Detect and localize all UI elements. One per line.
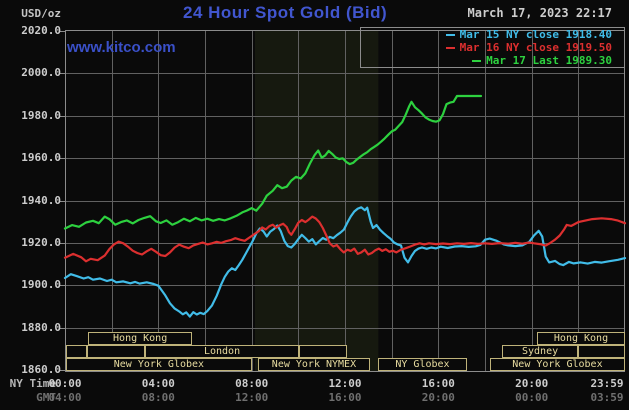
market-session-segment [65, 345, 87, 358]
legend-dash-icon [445, 33, 455, 36]
y-axis-label: 1940.0 [21, 193, 61, 207]
market-session-sydney: Sydney [502, 345, 579, 358]
x-axis-label-gmt: 00:00 [515, 391, 549, 404]
market-session-new-york-globex: New York Globex [65, 358, 252, 371]
x-axis-label-gmt: 04:00 [48, 391, 82, 404]
y-axis-label: 1920.0 [21, 235, 61, 249]
market-session-hong-kong: Hong Kong [88, 332, 192, 345]
series-mar17-line [63, 94, 483, 230]
market-session-segment [299, 345, 348, 358]
x-axis-label-ny: 20:00 [515, 377, 549, 390]
legend-label: Mar 17 Last 1989.30 [486, 54, 612, 67]
x-axis-label-ny: 08:00 [235, 377, 269, 390]
legend-label: Mar 16 NY close 1919.50 [459, 41, 612, 54]
market-session-new-york-globex: New York Globex [489, 358, 625, 371]
y-axis-label: 1860.0 [21, 363, 61, 376]
market-session-hong-kong: Hong Kong [537, 332, 625, 345]
y-axis-label: 1960.0 [21, 151, 61, 165]
ny-time-axis-label: NY Time [9, 377, 56, 390]
series-mar16-line [63, 215, 627, 263]
x-axis-label-ny: 00:00 [48, 377, 82, 390]
y-axis-unit-label: USD/oz [21, 7, 61, 20]
plot-border [65, 30, 625, 372]
market-session-new-york-nymex: New York NYMEX [257, 358, 370, 371]
x-axis-label-gmt: 16:00 [328, 391, 362, 404]
gmt-axis-label: GMT [36, 391, 56, 404]
market-session-segment [578, 345, 625, 358]
legend-dash-icon [472, 59, 482, 62]
y-axis-label: 2020.0 [21, 24, 61, 37]
x-axis-label-ny: 23:59 [590, 377, 624, 390]
x-axis-label-gmt: 12:00 [235, 391, 269, 404]
market-session-london: London [145, 345, 300, 358]
x-axis-label-ny: 16:00 [421, 377, 455, 390]
chart-timestamp: March 17, 2023 22:17 [467, 6, 613, 20]
x-axis-label-ny: 04:00 [141, 377, 175, 390]
market-session-segment [86, 345, 146, 358]
x-axis-label-gmt: 03:59 [590, 391, 624, 404]
market-session-ny-globex: NY Globex [377, 358, 468, 371]
kitco-watermark-link[interactable]: www.kitco.com [67, 39, 176, 56]
legend-box: Mar 15 NY close 1918.40 Mar 16 NY close 1… [360, 27, 625, 68]
legend-dash-icon [445, 46, 455, 49]
chart-title: 24 Hour Spot Gold (Bid) [183, 3, 388, 22]
x-axis-label-gmt: 20:00 [421, 391, 455, 404]
legend-item: Mar 16 NY close 1919.50 [361, 41, 624, 54]
y-axis-label: 1980.0 [21, 108, 61, 122]
nymex-session-band [254, 30, 379, 371]
legend-item: Mar 15 NY close 1918.40 [361, 28, 624, 41]
x-axis-label-ny: 12:00 [328, 377, 362, 390]
x-axis-label-gmt: 08:00 [141, 391, 175, 404]
legend-item: Mar 17 Last 1989.30 [361, 54, 624, 67]
legend-label: Mar 15 NY close 1918.40 [459, 28, 612, 41]
y-axis-label: 1880.0 [21, 320, 61, 334]
y-axis-label: 2000.0 [21, 66, 61, 80]
y-axis-label: 1900.0 [21, 278, 61, 292]
